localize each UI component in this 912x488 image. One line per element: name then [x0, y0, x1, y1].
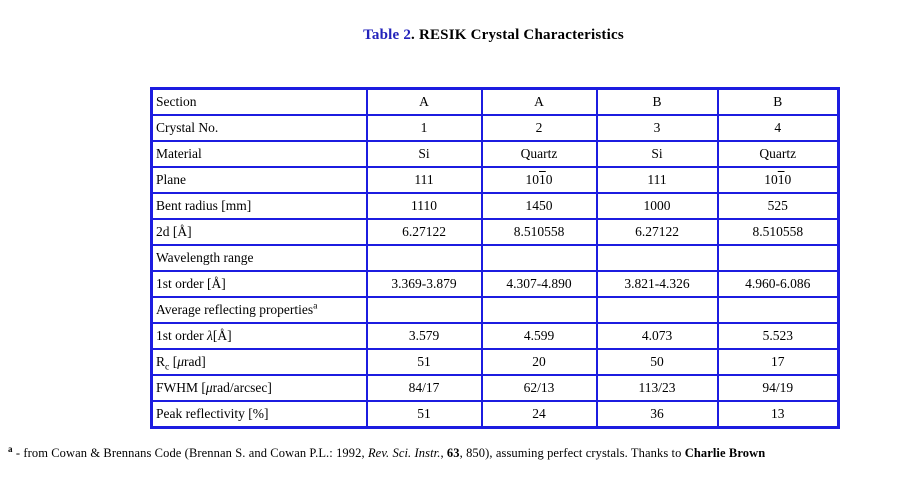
row-label-cell: 1st order λ[Å] [150, 322, 368, 350]
row-label-cell: 2d [Å] [150, 218, 368, 246]
value-cell [480, 296, 598, 324]
row-label-cell: Rc [μrad] [150, 348, 368, 376]
crystal-characteristics-table: Section A A B B Crystal No. 1 2 3 4 Material Si Quar… [150, 87, 840, 429]
value-cell: 5.523 [716, 322, 840, 350]
value-cell: 50 [595, 348, 719, 376]
row-label-cell: Wavelength range [150, 244, 368, 272]
table-row: FWHM [μrad/arcsec] 84/17 62/13 113/23 94/19 [150, 374, 840, 402]
value-cell: 84/17 [365, 374, 483, 402]
value-cell: B [595, 87, 719, 116]
row-label-cell: Average reflecting propertiesa [150, 296, 368, 324]
table-row: 1st order [Å] 3.369-3.879 4.307-4.890 3.821… [150, 270, 840, 298]
value-cell: 51 [365, 348, 483, 376]
value-cell: Quartz [480, 140, 598, 168]
value-cell: 8.510558 [480, 218, 598, 246]
value-cell: 94/19 [716, 374, 840, 402]
table-row: Wavelength range [150, 244, 840, 272]
value-cell: 113/23 [595, 374, 719, 402]
row-label-cell: Material [150, 140, 368, 168]
value-cell: 3 [595, 114, 719, 142]
table-row: Peak reflectivity [%] 51 24 36 13 [150, 400, 840, 429]
table-row: Material Si Quartz Si Quartz [150, 140, 840, 168]
value-cell: 4 [716, 114, 840, 142]
value-cell: 51 [365, 400, 483, 429]
value-cell: 62/13 [480, 374, 598, 402]
value-cell: Si [365, 140, 483, 168]
table-row: Rc [μrad] 51 20 50 17 [150, 348, 840, 376]
row-label-cell: Bent radius [mm] [150, 192, 368, 220]
value-cell: 2 [480, 114, 598, 142]
value-cell: 13 [716, 400, 840, 429]
value-cell: A [480, 87, 598, 116]
value-cell [480, 244, 598, 272]
row-label-cell: 1st order [Å] [150, 270, 368, 298]
row-label-cell: FWHM [μrad/arcsec] [150, 374, 368, 402]
table-row: Bent radius [mm] 1110 1450 1000 525 [150, 192, 840, 220]
value-cell: Si [595, 140, 719, 168]
value-cell: 4.307-4.890 [480, 270, 598, 298]
table-row: Average reflecting propertiesa [150, 296, 840, 324]
value-cell: 36 [595, 400, 719, 429]
value-cell: 4.960-6.086 [716, 270, 840, 298]
value-cell: 1 [365, 114, 483, 142]
value-cell: 1010 [716, 166, 840, 194]
value-cell: 1110 [365, 192, 483, 220]
value-cell: 4.073 [595, 322, 719, 350]
value-cell: 111 [365, 166, 483, 194]
value-cell: 1000 [595, 192, 719, 220]
table-row: 2d [Å] 6.27122 8.510558 6.27122 8.510558 [150, 218, 840, 246]
value-cell: 24 [480, 400, 598, 429]
row-label-cell: Crystal No. [150, 114, 368, 142]
row-label-cell: Peak reflectivity [%] [150, 400, 368, 429]
table-row: Section A A B B [150, 87, 840, 116]
value-cell [716, 244, 840, 272]
footnote: a - from Cowan & Brennans Code (Brennan … [8, 443, 766, 460]
value-cell: 3.821-4.326 [595, 270, 719, 298]
value-cell: 6.27122 [595, 218, 719, 246]
value-cell: 111 [595, 166, 719, 194]
value-cell: 1450 [480, 192, 598, 220]
table-body: Section A A B B Crystal No. 1 2 3 4 Material Si Quar… [150, 87, 840, 429]
value-cell: B [716, 87, 840, 116]
value-cell [365, 296, 483, 324]
value-cell [595, 244, 719, 272]
value-cell [595, 296, 719, 324]
value-cell: 20 [480, 348, 598, 376]
value-cell: 1010 [480, 166, 598, 194]
value-cell [365, 244, 483, 272]
value-cell [716, 296, 840, 324]
value-cell: 3.579 [365, 322, 483, 350]
value-cell: Quartz [716, 140, 840, 168]
row-label-cell: Plane [150, 166, 368, 194]
table-title: Table 2. RESIK Crystal Characteristics [363, 27, 624, 43]
row-label-cell: Section [150, 87, 368, 116]
table-row: Plane 111 1010 111 1010 [150, 166, 840, 194]
table-row: 1st order λ[Å] 3.579 4.599 4.073 5.523 [150, 322, 840, 350]
value-cell: 4.599 [480, 322, 598, 350]
value-cell: 8.510558 [716, 218, 840, 246]
value-cell: 3.369-3.879 [365, 270, 483, 298]
value-cell: 525 [716, 192, 840, 220]
value-cell: 17 [716, 348, 840, 376]
table-row: Crystal No. 1 2 3 4 [150, 114, 840, 142]
value-cell: A [365, 87, 483, 116]
value-cell: 6.27122 [365, 218, 483, 246]
